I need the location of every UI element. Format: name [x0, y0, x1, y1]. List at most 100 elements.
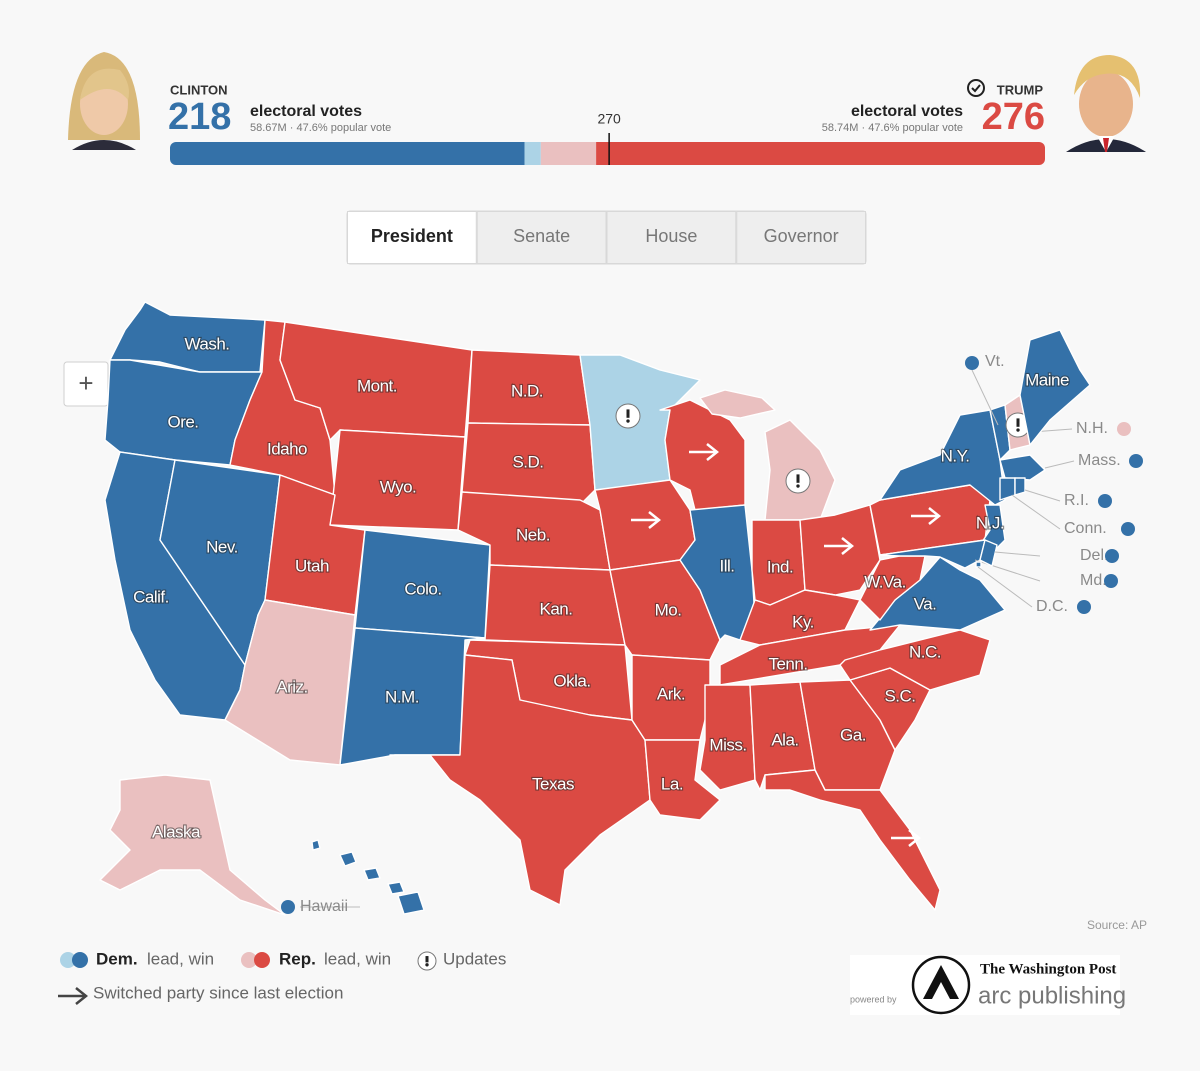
- callout-label: Del.: [1080, 547, 1108, 564]
- callout-label: R.I.: [1064, 492, 1089, 509]
- product: arc publishing: [978, 982, 1126, 1009]
- state[interactable]: [311, 839, 425, 915]
- state-label: Miss.: [709, 735, 746, 754]
- state[interactable]: [109, 301, 266, 373]
- tab[interactable]: House: [606, 211, 737, 264]
- tab[interactable]: President: [347, 211, 477, 264]
- state[interactable]: [764, 769, 941, 911]
- update-icon-bar: [626, 409, 630, 418]
- legend-label: lead, win: [147, 949, 214, 968]
- state-label: Calif.: [133, 587, 169, 606]
- zoom-button-label[interactable]: +: [78, 368, 93, 398]
- state[interactable]: [975, 561, 982, 568]
- state-label: Utah: [295, 556, 329, 575]
- state[interactable]: [719, 624, 901, 686]
- branding: powered by The Washington Post arc publi…: [850, 955, 1126, 1015]
- electoral-votes: 218: [168, 96, 231, 138]
- callout-dot: [1121, 522, 1135, 536]
- switched-arrow-head: [928, 507, 942, 525]
- trump-portrait: [1066, 55, 1146, 152]
- state-label: La.: [661, 774, 683, 793]
- legend-swatch: [60, 952, 76, 968]
- state[interactable]: [224, 599, 356, 766]
- state-label: Mo.: [655, 600, 682, 619]
- zoom-button[interactable]: [63, 361, 109, 407]
- state[interactable]: [461, 422, 596, 506]
- state-label: S.C.: [884, 686, 915, 705]
- callout-line: [971, 369, 999, 426]
- callout-dot: [281, 900, 295, 914]
- state[interactable]: [1014, 477, 1026, 496]
- state-label: Neb.: [516, 525, 550, 544]
- callout-line: [977, 566, 1033, 608]
- zoom-control[interactable]: +: [63, 361, 109, 407]
- candidate-name: CLINTON: [170, 82, 228, 97]
- state-label: Ind.: [767, 557, 793, 576]
- callout-dot: [965, 356, 979, 370]
- branding-box: [850, 955, 1120, 1015]
- tab-button[interactable]: [347, 211, 477, 264]
- state-label: Tenn.: [768, 654, 807, 673]
- bar-segment: [540, 142, 597, 165]
- bar-segment: [170, 142, 525, 165]
- state[interactable]: [999, 454, 1046, 481]
- state-label: Nev.: [206, 537, 238, 556]
- state[interactable]: [644, 739, 721, 821]
- state-label: Texas: [532, 774, 574, 793]
- tab-label[interactable]: President: [371, 226, 453, 246]
- state[interactable]: [859, 555, 926, 621]
- state-label: Maine: [1025, 370, 1069, 389]
- state-label: Ga.: [840, 725, 866, 744]
- source: Source: AP: [1087, 918, 1147, 932]
- tab-button[interactable]: [606, 211, 737, 264]
- popular-vote: 58.74M · 47.6% popular vote: [822, 122, 963, 134]
- state[interactable]: [279, 321, 473, 441]
- callout-label: D.C.: [1036, 598, 1068, 615]
- state-label: N.Y.: [941, 446, 970, 465]
- state[interactable]: [839, 629, 991, 691]
- callout-label: Md.: [1080, 572, 1107, 589]
- callout-dot: [1105, 549, 1119, 563]
- state[interactable]: [979, 539, 998, 567]
- callout-label: N.H.: [1076, 420, 1108, 437]
- tab-label[interactable]: Senate: [513, 226, 570, 246]
- tab-label[interactable]: House: [645, 226, 697, 246]
- state-label: N.J.: [976, 513, 1004, 532]
- popular-vote: 58.67M · 47.6% popular vote: [250, 122, 391, 134]
- switched-arrow-head: [706, 443, 720, 461]
- tab[interactable]: Governor: [736, 211, 866, 264]
- tab-label[interactable]: Governor: [764, 226, 839, 246]
- switched-arrow-head: [908, 829, 922, 847]
- tab-button[interactable]: [736, 211, 866, 264]
- update-icon-bar: [425, 956, 429, 963]
- legend-label: Dem.: [96, 949, 138, 968]
- update-icon-bar: [1016, 418, 1020, 427]
- state[interactable]: [99, 774, 286, 916]
- powered-by: powered by: [850, 994, 897, 1004]
- publisher: The Washington Post: [980, 961, 1116, 977]
- state-label: Wyo.: [380, 477, 417, 496]
- winner-check: [967, 79, 985, 97]
- switched-arrow-head: [841, 537, 855, 555]
- state[interactable]: [389, 654, 651, 906]
- threshold-label: 270: [597, 111, 621, 127]
- legend-swatch: [241, 952, 257, 968]
- state-label: Ariz.: [276, 677, 308, 696]
- callout-dot: [1129, 454, 1143, 468]
- tab-button[interactable]: [476, 211, 607, 264]
- callout-label: Conn.: [1064, 520, 1107, 537]
- state-label: Okla.: [553, 671, 590, 690]
- state-label: Wash.: [184, 334, 229, 353]
- state-label: N.C.: [909, 642, 941, 661]
- tab[interactable]: Senate: [476, 211, 607, 264]
- votes-label: electoral votes: [250, 103, 362, 120]
- legend-label: lead, win: [324, 949, 391, 968]
- state[interactable]: [1019, 329, 1091, 446]
- legend-swatch: [72, 952, 88, 968]
- state-label: Ill.: [720, 556, 735, 575]
- state-label: Kan.: [540, 599, 573, 618]
- electoral-votes: 276: [982, 96, 1045, 138]
- state-label: W.Va.: [864, 572, 906, 591]
- state[interactable]: [679, 504, 756, 641]
